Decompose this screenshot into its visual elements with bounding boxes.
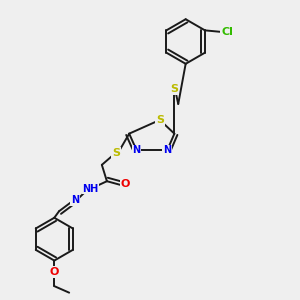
Text: S: S — [156, 115, 164, 125]
Text: S: S — [112, 148, 120, 158]
Text: O: O — [121, 179, 130, 189]
Text: NH: NH — [82, 184, 99, 194]
Text: N: N — [163, 145, 171, 155]
Text: N: N — [133, 145, 141, 155]
Text: S: S — [170, 84, 178, 94]
Text: N: N — [71, 195, 79, 205]
Text: O: O — [50, 267, 59, 277]
Text: Cl: Cl — [221, 27, 233, 37]
